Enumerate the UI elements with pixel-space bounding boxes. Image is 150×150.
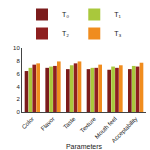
svg-text:8: 8	[16, 58, 20, 64]
svg-text:Acceptability: Acceptability	[110, 116, 138, 144]
svg-text:Taste: Taste	[62, 115, 77, 130]
svg-text:2: 2	[16, 96, 20, 102]
svg-text:Texture: Texture	[79, 115, 98, 134]
svg-text:T₁: T₁	[114, 11, 121, 18]
svg-text:Parameters: Parameters	[66, 143, 103, 150]
svg-text:T₂: T₂	[62, 30, 69, 37]
svg-text:0: 0	[16, 109, 20, 115]
svg-text:T₃: T₃	[114, 30, 121, 37]
svg-text:T₀: T₀	[62, 11, 69, 18]
svg-text:4: 4	[16, 84, 20, 90]
svg-text:Mouth feel: Mouth feel	[94, 116, 118, 140]
svg-text:Flavor: Flavor	[40, 116, 56, 132]
svg-text:10: 10	[13, 45, 20, 51]
svg-text:6: 6	[16, 71, 20, 77]
svg-text:Color: Color	[21, 116, 35, 130]
